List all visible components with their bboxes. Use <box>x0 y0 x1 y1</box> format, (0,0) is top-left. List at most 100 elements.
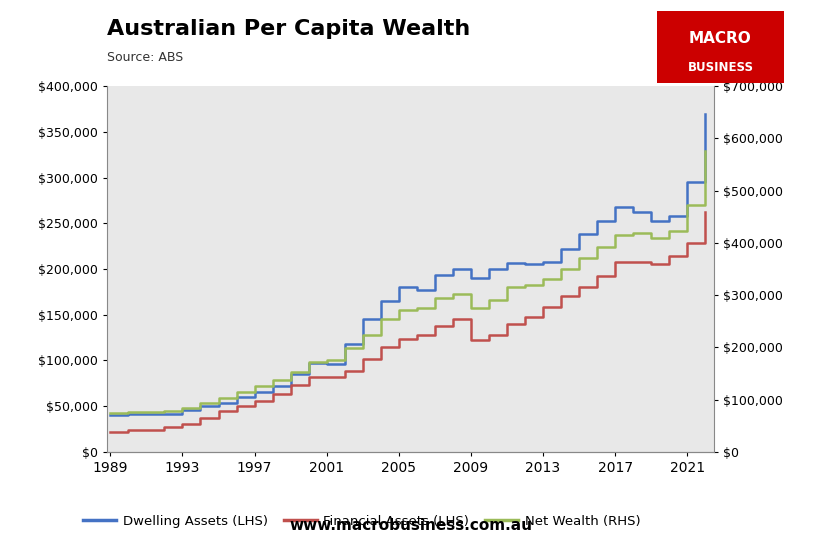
Text: BUSINESS: BUSINESS <box>687 61 754 74</box>
Financial Assets (LHS) <box>466 337 476 344</box>
Net Wealth (RHS) <box>177 405 187 411</box>
Financial Assets (LHS) <box>628 258 638 265</box>
Dwelling Assets (LHS) <box>358 316 368 323</box>
Dwelling Assets (LHS) <box>448 266 458 272</box>
Financial Assets (LHS) <box>268 391 277 398</box>
Dwelling Assets (LHS) <box>484 266 494 272</box>
Dwelling Assets (LHS) <box>430 272 440 279</box>
Financial Assets (LHS) <box>105 429 115 435</box>
Dwelling Assets (LHS) <box>664 213 674 219</box>
Financial Assets (LHS) <box>195 415 205 421</box>
Financial Assets (LHS) <box>610 258 620 265</box>
Net Wealth (RHS) <box>628 230 638 237</box>
Dwelling Assets (LHS) <box>141 411 151 417</box>
Dwelling Assets (LHS) <box>177 407 187 413</box>
Net Wealth (RHS) <box>646 235 656 241</box>
Financial Assets (LHS) <box>358 356 368 362</box>
Net Wealth (RHS) <box>250 383 259 390</box>
Net Wealth (RHS) <box>195 400 205 407</box>
Financial Assets (LHS) <box>502 321 511 327</box>
Financial Assets (LHS) <box>340 368 350 374</box>
Financial Assets (LHS) <box>159 424 169 430</box>
Financial Assets (LHS) <box>646 261 656 268</box>
Net Wealth (RHS) <box>141 409 151 415</box>
Financial Assets (LHS) <box>286 382 296 388</box>
Text: Source: ABS: Source: ABS <box>107 51 183 64</box>
Net Wealth (RHS) <box>376 315 386 322</box>
Net Wealth (RHS) <box>159 407 169 414</box>
Dwelling Assets (LHS) <box>466 275 476 281</box>
Dwelling Assets (LHS) <box>538 258 548 265</box>
Dwelling Assets (LHS) <box>123 411 133 417</box>
Financial Assets (LHS) <box>592 273 602 280</box>
Dwelling Assets (LHS) <box>304 360 314 366</box>
Dwelling Assets (LHS) <box>159 410 169 417</box>
Dwelling Assets (LHS) <box>250 390 259 396</box>
Dwelling Assets (LHS) <box>105 412 115 419</box>
Dwelling Assets (LHS) <box>376 298 386 305</box>
Dwelling Assets (LHS) <box>322 361 332 367</box>
Net Wealth (RHS) <box>123 409 133 415</box>
Dwelling Assets (LHS) <box>556 246 566 252</box>
Financial Assets (LHS) <box>682 240 692 246</box>
Net Wealth (RHS) <box>394 307 404 313</box>
Net Wealth (RHS) <box>700 148 710 154</box>
Financial Assets (LHS) <box>304 374 314 380</box>
Financial Assets (LHS) <box>430 322 440 329</box>
Financial Assets (LHS) <box>484 331 494 338</box>
Financial Assets (LHS) <box>123 427 133 433</box>
Dwelling Assets (LHS) <box>213 399 223 406</box>
Net Wealth (RHS) <box>610 231 620 238</box>
Dwelling Assets (LHS) <box>700 110 710 117</box>
Financial Assets (LHS) <box>412 331 422 338</box>
Financial Assets (LHS) <box>574 284 584 291</box>
Financial Assets (LHS) <box>141 427 151 433</box>
Net Wealth (RHS) <box>484 297 494 303</box>
Dwelling Assets (LHS) <box>646 218 656 225</box>
Dwelling Assets (LHS) <box>592 217 602 224</box>
Financial Assets (LHS) <box>250 398 259 404</box>
Net Wealth (RHS) <box>304 359 314 365</box>
Dwelling Assets (LHS) <box>574 231 584 237</box>
Net Wealth (RHS) <box>358 331 368 338</box>
Dwelling Assets (LHS) <box>195 403 205 409</box>
Financial Assets (LHS) <box>700 209 710 216</box>
Financial Assets (LHS) <box>394 335 404 342</box>
Net Wealth (RHS) <box>268 377 277 384</box>
Dwelling Assets (LHS) <box>286 371 296 378</box>
Line: Dwelling Assets (LHS): Dwelling Assets (LHS) <box>110 114 705 415</box>
Financial Assets (LHS) <box>376 344 386 350</box>
Financial Assets (LHS) <box>232 403 241 409</box>
Net Wealth (RHS) <box>682 202 692 208</box>
Text: MACRO: MACRO <box>689 31 752 46</box>
Financial Assets (LHS) <box>213 408 223 414</box>
Net Wealth (RHS) <box>322 357 332 363</box>
Dwelling Assets (LHS) <box>610 203 620 210</box>
Text: www.macrobusiness.com.au: www.macrobusiness.com.au <box>289 518 532 533</box>
Dwelling Assets (LHS) <box>682 179 692 186</box>
Dwelling Assets (LHS) <box>394 284 404 291</box>
Net Wealth (RHS) <box>502 284 511 290</box>
Net Wealth (RHS) <box>664 228 674 235</box>
Net Wealth (RHS) <box>213 394 223 401</box>
Dwelling Assets (LHS) <box>628 209 638 216</box>
Net Wealth (RHS) <box>520 281 530 288</box>
Dwelling Assets (LHS) <box>232 394 241 400</box>
Net Wealth (RHS) <box>286 369 296 375</box>
Financial Assets (LHS) <box>556 293 566 300</box>
Dwelling Assets (LHS) <box>520 261 530 268</box>
Net Wealth (RHS) <box>538 276 548 282</box>
Net Wealth (RHS) <box>340 345 350 352</box>
Net Wealth (RHS) <box>592 243 602 250</box>
Legend: Dwelling Assets (LHS), Financial Assets (LHS), Net Wealth (RHS): Dwelling Assets (LHS), Financial Assets … <box>78 509 645 533</box>
Financial Assets (LHS) <box>520 313 530 320</box>
Financial Assets (LHS) <box>177 421 187 428</box>
Net Wealth (RHS) <box>574 254 584 261</box>
Dwelling Assets (LHS) <box>268 383 277 390</box>
Net Wealth (RHS) <box>556 266 566 272</box>
Financial Assets (LHS) <box>538 304 548 310</box>
Dwelling Assets (LHS) <box>412 287 422 293</box>
Net Wealth (RHS) <box>232 389 241 395</box>
Financial Assets (LHS) <box>322 374 332 380</box>
Net Wealth (RHS) <box>430 295 440 301</box>
